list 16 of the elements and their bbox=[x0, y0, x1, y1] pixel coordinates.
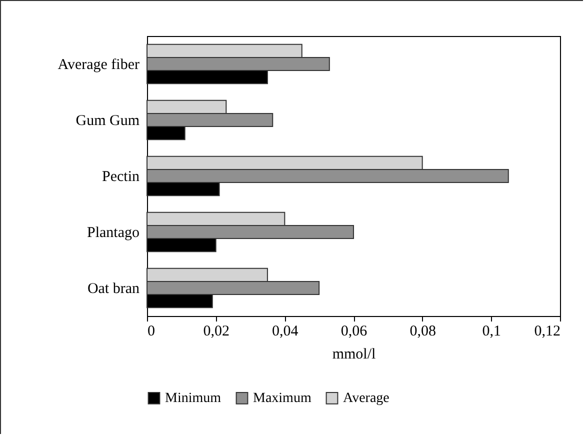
y-tick-label: Pectin bbox=[102, 169, 140, 185]
x-tick-label: 0,02 bbox=[203, 324, 230, 340]
x-tick-label: 0,04 bbox=[272, 324, 299, 340]
x-tick-label: 0,08 bbox=[410, 324, 436, 340]
y-tick-label: Oat bran bbox=[87, 281, 140, 297]
legend-label: Minimum bbox=[165, 391, 222, 406]
legend-label: Average bbox=[343, 391, 390, 406]
y-tick-label: Plantago bbox=[87, 225, 140, 241]
legend-label: Maximum bbox=[253, 391, 312, 406]
x-axis-title: mmol/l bbox=[332, 346, 376, 362]
x-tick-label: 0,12 bbox=[534, 324, 560, 340]
x-tick-label: 0,06 bbox=[340, 324, 368, 340]
x-tick-label: 0,1 bbox=[482, 324, 502, 340]
x-tick-label: 0 bbox=[148, 324, 155, 340]
y-tick-label: Average fiber bbox=[58, 57, 140, 73]
y-tick-label: Gum Gum bbox=[76, 113, 140, 129]
